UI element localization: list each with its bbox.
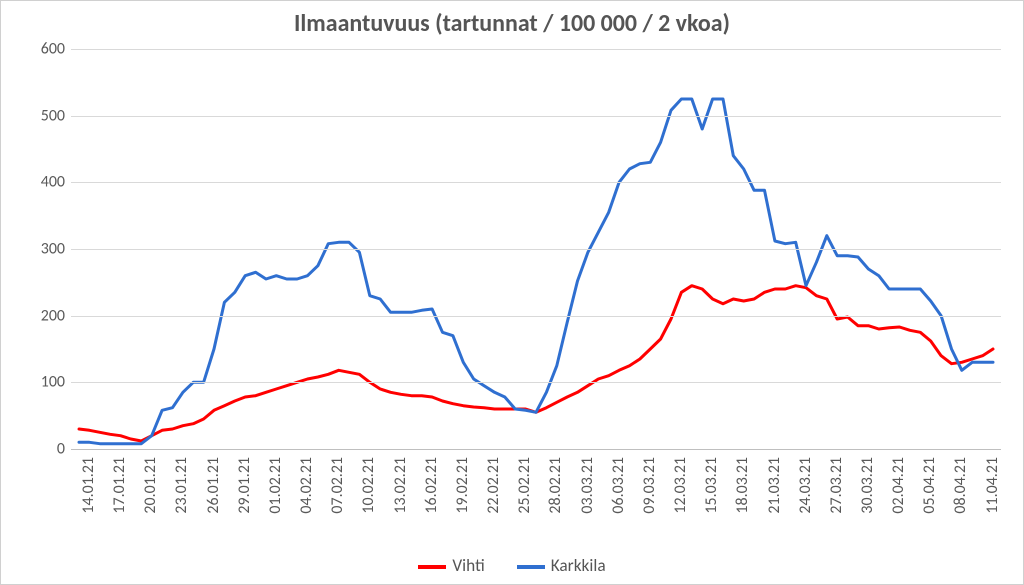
chart-container: Ilmaantuvuus (tartunnat / 100 000 / 2 vk… [0, 0, 1024, 585]
x-tick-label: 11.04.21 [983, 457, 1002, 514]
x-tick-label: 19.02.21 [453, 457, 472, 514]
x-tick-label: 16.02.21 [422, 457, 441, 514]
series-line-vihti [79, 286, 993, 441]
x-tick-label: 03.03.21 [578, 457, 597, 514]
x-tick-label: 14.01.21 [79, 457, 98, 514]
legend-item-vihti: Vihti [418, 555, 484, 576]
y-tick-label: 100 [21, 373, 65, 392]
gridline [71, 249, 1001, 250]
x-tick-label: 22.02.21 [484, 457, 503, 514]
x-tick-label: 04.02.21 [297, 457, 316, 514]
y-tick-label: 300 [21, 240, 65, 259]
y-tick-label: 500 [21, 106, 65, 125]
x-tick-label: 27.03.21 [827, 457, 846, 514]
x-tick-label: 15.03.21 [702, 457, 721, 514]
legend-swatch [517, 565, 545, 569]
x-tick-label: 26.01.21 [204, 457, 223, 514]
x-tick-label: 18.03.21 [733, 457, 752, 514]
chart-title: Ilmaantuvuus (tartunnat / 100 000 / 2 vk… [1, 9, 1023, 38]
x-tick-label: 06.03.21 [609, 457, 628, 514]
x-tick-label: 30.03.21 [858, 457, 877, 514]
plot-area: 010020030040050060014.01.2117.01.2120.01… [71, 49, 1001, 449]
legend-label: Vihti [452, 555, 484, 576]
y-tick-label: 600 [21, 40, 65, 59]
x-tick-label: 17.01.21 [110, 457, 129, 514]
x-tick-label: 21.03.21 [765, 457, 784, 514]
x-tick-label: 28.02.21 [546, 457, 565, 514]
x-tick-label: 10.02.21 [359, 457, 378, 514]
gridline [71, 316, 1001, 317]
gridline [71, 49, 1001, 50]
x-tick-label: 24.03.21 [796, 457, 815, 514]
gridline [71, 382, 1001, 383]
x-tick-label: 08.04.21 [951, 457, 970, 514]
x-tick-label: 09.03.21 [640, 457, 659, 514]
gridline [71, 182, 1001, 183]
y-tick-label: 0 [21, 440, 65, 459]
legend-label: Karkkila [551, 555, 606, 576]
x-tick-label: 23.01.21 [172, 457, 191, 514]
x-tick-label: 07.02.21 [328, 457, 347, 514]
legend-swatch [418, 565, 446, 569]
x-tick-label: 25.02.21 [515, 457, 534, 514]
x-tick-label: 20.01.21 [141, 457, 160, 514]
series-line-karkkila [79, 99, 993, 444]
x-tick-label: 13.02.21 [391, 457, 410, 514]
x-tick-label: 02.04.21 [889, 457, 908, 514]
gridline [71, 116, 1001, 117]
gridline [71, 449, 1001, 450]
x-tick-label: 05.04.21 [920, 457, 939, 514]
y-tick-label: 200 [21, 306, 65, 325]
x-tick-label: 12.03.21 [671, 457, 690, 514]
legend: Vihti Karkkila [1, 555, 1023, 576]
legend-item-karkkila: Karkkila [517, 555, 606, 576]
x-tick-label: 01.02.21 [266, 457, 285, 514]
x-tick-label: 29.01.21 [235, 457, 254, 514]
y-tick-label: 400 [21, 173, 65, 192]
